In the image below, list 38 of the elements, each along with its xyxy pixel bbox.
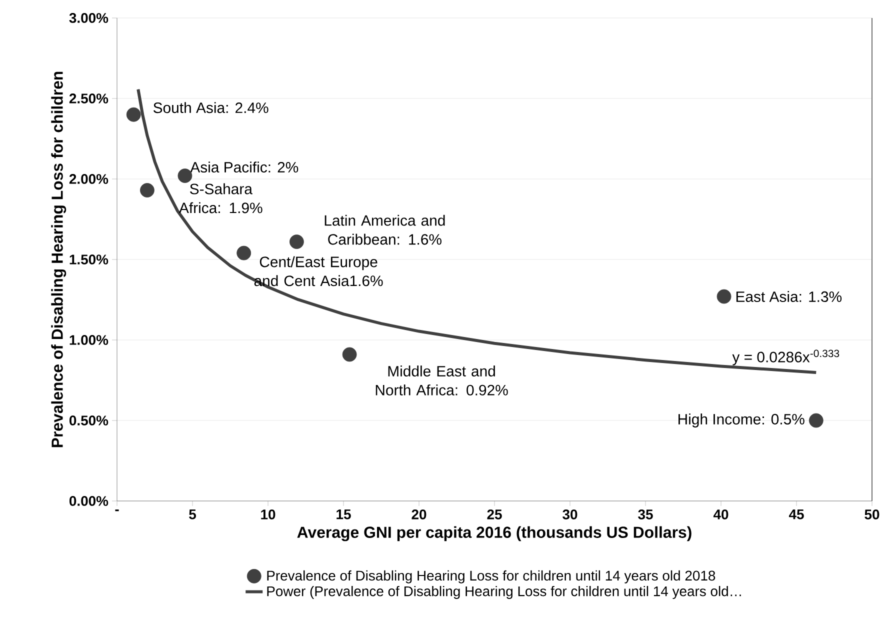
x-tick-label: 50 [864,509,880,520]
annotation: y = 0.0286x$^{-0.333}$ [732,350,840,366]
y-tick-label: 0.50% [69,416,108,426]
x-axis-title: Average GNI per capita 2016 (thousands US Dollars) [297,526,692,542]
annotation: East Asia: 1.3% [736,291,842,302]
legend-label: Prevalence of Disabling Hearing Loss for children until 14 years old 2018 [267,570,716,584]
y-tick-label: 2.00% [69,174,108,184]
x-tick-label: 35 [638,509,653,520]
annotation: Asia Pacific: 2% [190,162,298,173]
point [236,246,252,260]
x-tick-label: 25 [487,509,502,520]
point [808,413,824,428]
x-tick-label: - [115,510,119,512]
x-tick-label: 30 [562,509,578,520]
y-tick-label: 2.50% [69,94,108,104]
point [178,168,192,183]
point [716,289,732,304]
x-tick-label: 5 [189,510,196,520]
annotation: High Income: 0.5% [678,414,804,428]
annotation: South Asia: 2.4% [153,102,268,114]
annotation: Middle East and North Africa: 0.92% [376,366,508,396]
annotation: Latin America and Caribbean: 1.6% [324,214,445,245]
x-tick-label: 20 [412,509,426,520]
point [342,347,357,362]
y-tick-label: 0.00% [69,496,108,506]
x-tick-label: 40 [713,509,728,520]
x-tick-label: 10 [261,509,276,520]
legend-label: Power (Prevalence of Disabling Hearing Loss for children until 14 years old… [267,586,741,599]
x-tick-label: 45 [788,510,804,520]
point [290,234,304,249]
x-tick-label: 15 [336,510,351,520]
y-axis-title: Prevalence of Disabling Hearing Loss for children [51,72,66,448]
point [126,107,141,122]
y-tick-label: 1.00% [70,335,108,345]
annotation: S-Sahara Africa: 1.9% [179,183,262,214]
y-tick-label: 1.50% [70,254,108,264]
y-tick-label: 3.00% [69,13,108,23]
point [140,183,154,198]
